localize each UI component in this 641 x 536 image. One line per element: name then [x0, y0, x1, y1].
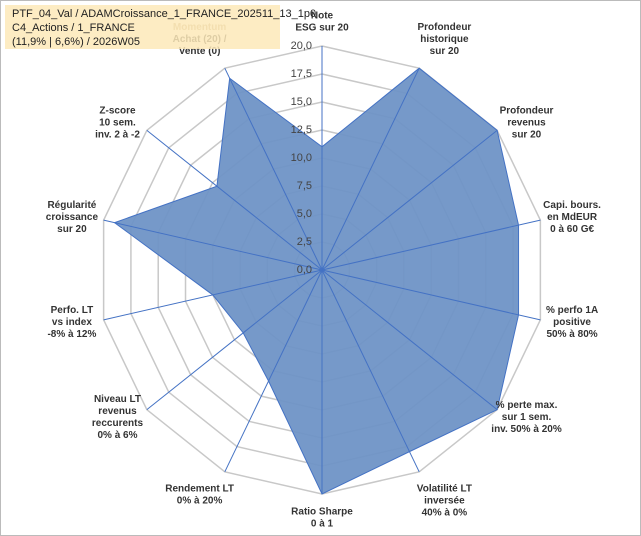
category-label: Note — [311, 11, 334, 22]
spoke — [103, 219, 323, 271]
category-label: revenus — [98, 406, 137, 417]
category-label: Perfo. LT — [51, 305, 94, 316]
spoke — [103, 269, 323, 321]
spoke — [224, 67, 323, 271]
category-label: Z-score — [99, 105, 136, 116]
category-label: Niveau LT — [94, 394, 141, 405]
r-tick-label: 12,5 — [291, 124, 312, 136]
spoke — [224, 269, 323, 473]
category-label: revenus — [507, 117, 546, 128]
category-label: 10 sem. — [99, 117, 136, 128]
title-box — [5, 5, 280, 49]
category-label: inv. 50% à 20% — [491, 424, 562, 435]
category-label: ESG sur 20 — [295, 23, 349, 34]
category-label: inv. 2 à -2 — [95, 129, 140, 140]
spoke — [321, 269, 420, 473]
category-label: Rendement LT — [165, 483, 234, 494]
category-label: Ratio Sharpe — [291, 507, 353, 518]
category-label: Vente (0) — [179, 46, 221, 57]
category-label: Profondeur — [500, 105, 554, 116]
category-label: Capi. bours. — [543, 200, 601, 211]
spoke — [321, 129, 498, 271]
spoke — [321, 219, 541, 271]
r-tick-label: 0,0 — [297, 264, 312, 276]
category-label: % perte max. — [496, 400, 558, 411]
category-label: positive — [553, 317, 591, 328]
category-label: % perfo 1A — [546, 305, 598, 316]
spoke — [146, 269, 323, 411]
category-label: 40% à 0% — [422, 507, 468, 518]
category-label: croissance — [46, 212, 99, 223]
category-label: Profondeur — [417, 22, 471, 33]
r-tick-label: 5,0 — [297, 208, 312, 220]
chart-title: (11,9% | 6,6%) / 2026W05 — [12, 36, 140, 48]
category-label: historique — [420, 34, 469, 45]
r-tick-label: 2,5 — [297, 236, 312, 248]
spoke — [321, 67, 420, 271]
category-label: Régularité — [47, 200, 96, 211]
category-label: sur 1 sem. — [502, 412, 552, 423]
category-label: en MdEUR — [547, 212, 598, 223]
category-label: inversée — [424, 495, 465, 506]
category-label: reccurents — [92, 418, 144, 429]
spoke — [321, 269, 498, 411]
category-label: sur 20 — [512, 129, 542, 140]
category-label: sur 20 — [430, 46, 460, 57]
category-label: -8% à 12% — [47, 329, 96, 340]
spoke — [321, 269, 541, 321]
category-label: vs index — [52, 317, 92, 328]
chart-title: PTF_04_Val / ADAMCroissance_1_FRANCE_202… — [12, 8, 316, 20]
r-tick-label: 17,5 — [291, 68, 312, 80]
r-tick-label: 10,0 — [291, 152, 312, 164]
spoke — [146, 129, 323, 271]
chart-title: C4_Actions / 1_FRANCE — [12, 22, 135, 34]
category-label: Volatilité LT — [417, 483, 472, 494]
category-label: 0 à 1 — [311, 519, 334, 530]
category-label: 0% à 6% — [97, 430, 137, 441]
category-label: 0% à 20% — [177, 495, 223, 506]
category-label: sur 20 — [57, 224, 87, 235]
r-tick-label: 7,5 — [297, 180, 312, 192]
category-label: 50% à 80% — [547, 329, 598, 340]
r-tick-label: 20,0 — [291, 40, 312, 52]
category-label: 0 à 60 G€ — [550, 224, 594, 235]
r-tick-label: 15,0 — [291, 96, 312, 108]
